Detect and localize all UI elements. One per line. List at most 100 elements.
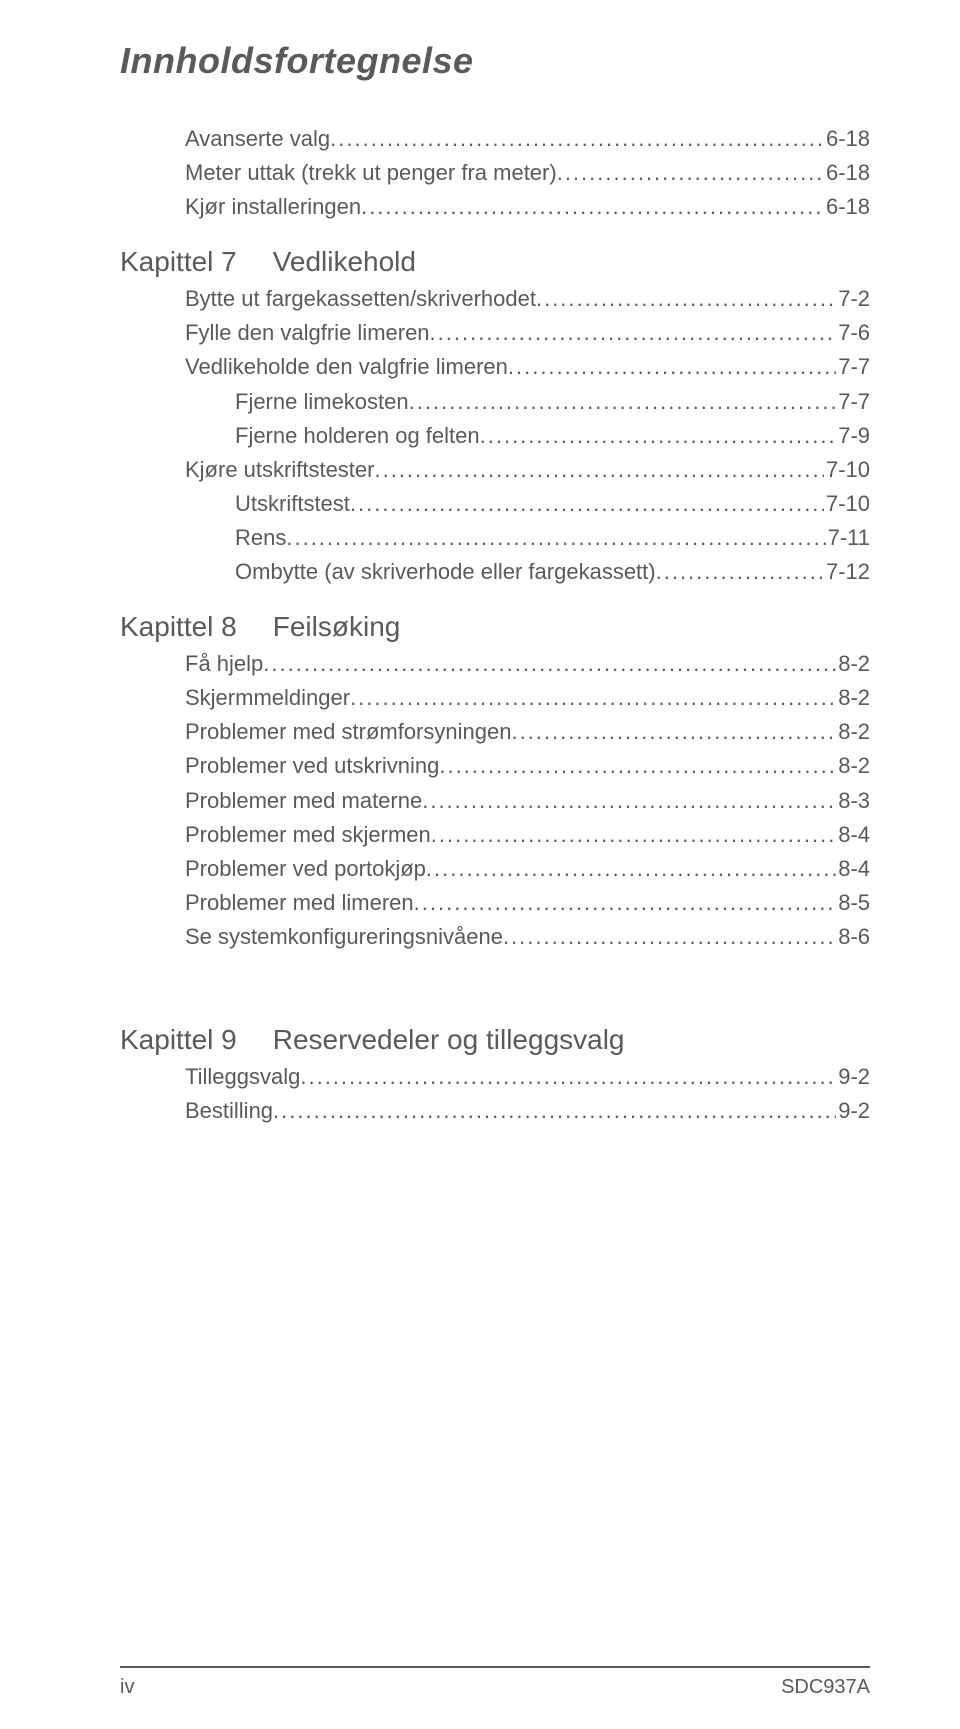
toc-entry-page: 7-2 xyxy=(836,282,870,316)
toc-entry-page: 8-2 xyxy=(836,681,870,715)
toc-entry: Vedlikeholde den valgfrie limeren 7-7 xyxy=(185,350,870,384)
toc-entry-label: Skjermmeldinger xyxy=(185,681,350,715)
toc-leader xyxy=(426,852,836,886)
toc-entry-page: 8-3 xyxy=(836,784,870,818)
toc-entry: Problemer ved portokjøp 8-4 xyxy=(185,852,870,886)
toc-entry-label: Bytte ut fargekassetten/skriverhodet xyxy=(185,282,536,316)
toc-leader xyxy=(511,715,836,749)
toc-leader xyxy=(536,282,836,316)
toc-entry-page: 7-10 xyxy=(824,453,870,487)
toc-entry-page: 8-4 xyxy=(836,852,870,886)
chapter-title: Reservedeler og tilleggsvalg xyxy=(273,1024,625,1056)
toc-entry-page: 8-2 xyxy=(836,749,870,783)
toc-leader xyxy=(503,920,836,954)
footer: iv SDC937A xyxy=(120,1636,870,1699)
toc-entry-label: Avanserte valg xyxy=(185,122,330,156)
chapter-title: Vedlikehold xyxy=(273,246,416,278)
page: Innholdsfortegnelse Avanserte valg6-18Me… xyxy=(0,0,960,1729)
toc-entry: Rens 7-11 xyxy=(235,521,870,555)
toc-block: Tilleggsvalg 9-2 Bestilling 9-2 xyxy=(185,1060,870,1128)
chapter-label: Kapittel 9 xyxy=(120,1024,237,1056)
toc-leader xyxy=(508,350,836,384)
toc-leader xyxy=(439,749,836,783)
toc-entry-label: Vedlikeholde den valgfrie limeren xyxy=(185,350,508,384)
toc-entry: Skjermmeldinger 8-2 xyxy=(185,681,870,715)
toc-entry-page: 8-4 xyxy=(836,818,870,852)
toc-entry: Tilleggsvalg 9-2 xyxy=(185,1060,870,1094)
toc-entry: Få hjelp 8-2 xyxy=(185,647,870,681)
footer-doc-id: SDC937A xyxy=(781,1676,870,1699)
toc-entry: Fjerne holderen og felten7-9 xyxy=(235,419,870,453)
chapter-title: Feilsøking xyxy=(273,611,401,643)
toc-leader xyxy=(286,521,825,555)
toc-entry: Se systemkonfigureringsnivåene 8-6 xyxy=(185,920,870,954)
toc-block: Bytte ut fargekassetten/skriverhodet7-2F… xyxy=(185,282,870,589)
toc-entry-page: 7-7 xyxy=(836,350,870,384)
chapter-label: Kapittel 8 xyxy=(120,611,237,643)
footer-row: iv SDC937A xyxy=(120,1676,870,1699)
toc-leader xyxy=(330,122,824,156)
toc-entry-page: 7-11 xyxy=(826,521,870,555)
toc-entry-label: Fjerne holderen og felten xyxy=(235,419,480,453)
toc-block: Avanserte valg6-18Meter uttak (trekk ut … xyxy=(185,122,870,224)
toc-leader xyxy=(557,156,824,190)
toc-leader xyxy=(414,886,837,920)
toc-entry-label: Problemer med materne xyxy=(185,784,422,818)
toc-entry-label: Kjør installeringen xyxy=(185,190,361,224)
toc-entry-label: Få hjelp xyxy=(185,647,263,681)
toc-entry-page: 8-5 xyxy=(836,886,870,920)
toc-entry-page: 7-7 xyxy=(836,385,870,419)
toc-entry: Kjøre utskriftstester 7-10 xyxy=(185,453,870,487)
chapter-label: Kapittel 7 xyxy=(120,246,237,278)
toc-leader xyxy=(431,818,836,852)
footer-rule xyxy=(120,1666,870,1668)
toc-entry: Meter uttak (trekk ut penger fra meter) 6… xyxy=(185,156,870,190)
footer-page-number: iv xyxy=(120,1676,134,1699)
toc-entry-page: 7-10 xyxy=(824,487,870,521)
toc: Avanserte valg6-18Meter uttak (trekk ut … xyxy=(120,122,870,1128)
toc-entry-label: Bestilling xyxy=(185,1094,273,1128)
toc-entry: Problemer ved utskrivning 8-2 xyxy=(185,749,870,783)
toc-entry: Problemer med skjermen 8-4 xyxy=(185,818,870,852)
toc-leader xyxy=(656,555,824,589)
toc-entry: Avanserte valg 6-18 xyxy=(185,122,870,156)
toc-entry-label: Meter uttak (trekk ut penger fra meter) xyxy=(185,156,557,190)
toc-entry-page: 9-2 xyxy=(836,1060,870,1094)
chapter-heading: Kapittel 9 Reservedeler og tilleggsvalg xyxy=(120,1024,870,1056)
toc-entry-label: Tilleggsvalg xyxy=(185,1060,300,1094)
toc-entry-page: 9-2 xyxy=(836,1094,870,1128)
toc-entry-label: Problemer med skjermen xyxy=(185,818,431,852)
toc-entry-page: 6-18 xyxy=(824,156,870,190)
toc-entry-label: Ombytte (av skriverhode eller fargekasse… xyxy=(235,555,656,589)
toc-leader xyxy=(374,453,823,487)
toc-entry: Problemer med limeren 8-5 xyxy=(185,886,870,920)
toc-entry-label: Problemer ved portokjøp xyxy=(185,852,426,886)
toc-entry-label: Problemer med limeren xyxy=(185,886,414,920)
toc-entry: Bytte ut fargekassetten/skriverhodet 7-2 xyxy=(185,282,870,316)
toc-entry-label: Se systemkonfigureringsnivåene xyxy=(185,920,503,954)
toc-entry-label: Rens xyxy=(235,521,286,555)
toc-leader xyxy=(300,1060,836,1094)
toc-entry: Kjør installeringen 6-18 xyxy=(185,190,870,224)
chapter-heading: Kapittel 8 Feilsøking xyxy=(120,611,870,643)
toc-leader xyxy=(422,784,836,818)
toc-entry-label: Kjøre utskriftstester xyxy=(185,453,374,487)
toc-entry-page: 8-6 xyxy=(836,920,870,954)
toc-entry: Utskriftstest7-10 xyxy=(235,487,870,521)
toc-entry-label: Problemer ved utskrivning xyxy=(185,749,439,783)
toc-leader xyxy=(350,487,824,521)
toc-entry: Problemer med strømforsyningen8-2 xyxy=(185,715,870,749)
toc-entry-page: 6-18 xyxy=(824,122,870,156)
toc-entry-page: 8-2 xyxy=(836,715,870,749)
toc-entry: Fylle den valgfrie limeren7-6 xyxy=(185,316,870,350)
toc-leader xyxy=(430,316,837,350)
toc-leader xyxy=(273,1094,836,1128)
toc-leader xyxy=(361,190,824,224)
toc-entry: Ombytte (av skriverhode eller fargekasse… xyxy=(235,555,870,589)
toc-entry-page: 6-18 xyxy=(824,190,870,224)
toc-entry: Bestilling 9-2 xyxy=(185,1094,870,1128)
toc-entry-page: 7-6 xyxy=(836,316,870,350)
toc-entry-page: 8-2 xyxy=(836,647,870,681)
toc-leader xyxy=(263,647,836,681)
page-title: Innholdsfortegnelse xyxy=(120,40,870,82)
